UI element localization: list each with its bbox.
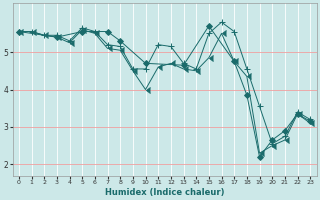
X-axis label: Humidex (Indice chaleur): Humidex (Indice chaleur) — [105, 188, 224, 197]
